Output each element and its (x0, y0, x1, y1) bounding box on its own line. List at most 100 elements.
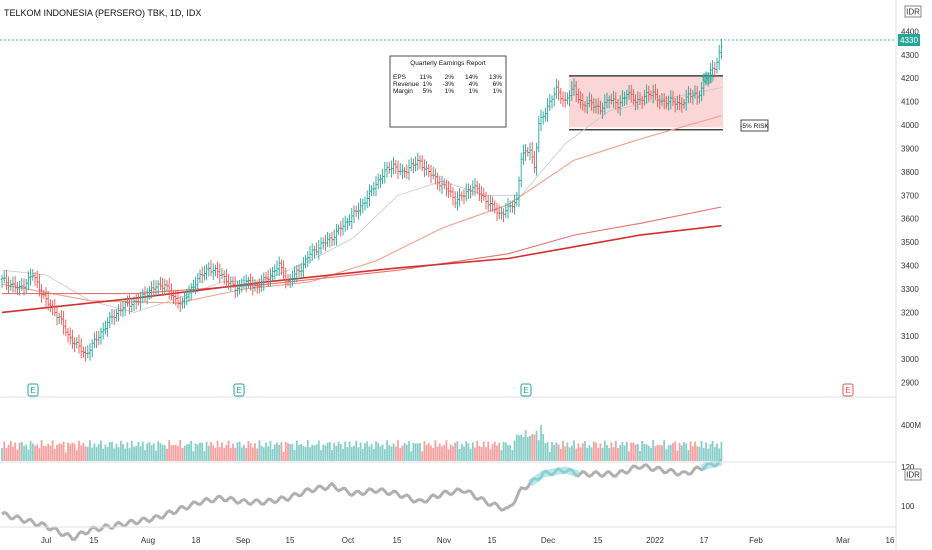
volume-bar (221, 442, 223, 461)
time-tick-label: Mar (836, 536, 850, 545)
volume-bar (454, 442, 457, 461)
volume-bar (58, 443, 61, 461)
volume-bar (84, 446, 87, 461)
earnings-cell: 4% (469, 81, 479, 88)
earnings-marker (520, 383, 532, 397)
volume-bar (166, 449, 168, 461)
volume-bar (419, 443, 421, 461)
volume-bar (51, 440, 54, 461)
volume-bar (647, 445, 650, 461)
earnings-marker-label: E (845, 386, 850, 395)
volume-bar (392, 443, 395, 461)
volume-bar (86, 446, 89, 461)
volume-bar (324, 445, 327, 461)
volume-bar (617, 447, 619, 461)
volume-bar (260, 445, 263, 461)
volume-bar (361, 449, 364, 461)
volume-bar (117, 447, 120, 461)
volume-bar (302, 445, 305, 461)
volume-bar (592, 441, 595, 461)
volume-bar (427, 443, 430, 461)
currency-badge (904, 5, 922, 18)
volume-bar (339, 444, 342, 461)
volume-bar (705, 442, 707, 461)
time-axis[interactable]: Jul 15 Aug 18 Sep 15 Oct 15 Nov 15 Dec 15 2022 17 Feb M… (41, 536, 895, 545)
volume-bar (194, 443, 197, 461)
volume-bar (421, 451, 424, 461)
volume-bar (603, 440, 606, 461)
volume-bar (469, 448, 472, 461)
volume-bar (566, 442, 569, 461)
volume-bar (177, 446, 179, 461)
volume-bar (238, 441, 241, 461)
volume-bar (229, 447, 232, 461)
volume-bar (49, 445, 52, 461)
time-tick-label: 15 (488, 536, 497, 545)
volume-bar (100, 440, 102, 461)
chart-title: TELKOM INDONESIA (PERSERO) TBK, 1D, IDX (4, 8, 201, 18)
volume-bar (397, 440, 399, 461)
volume-bar (595, 442, 597, 461)
price-tick-label: 4300 (901, 51, 919, 60)
volume-bar (315, 444, 318, 461)
volume-bar (531, 434, 534, 461)
volume-bar (590, 447, 593, 461)
volume-bar (119, 440, 122, 461)
rs-line (1, 458, 723, 541)
earnings-cell: 1% (423, 81, 433, 88)
volume-bar (60, 443, 63, 461)
volume-bar (696, 446, 699, 461)
earnings-table-title: Quarterly Earnings Report (410, 60, 486, 67)
time-tick-label: Nov (437, 536, 451, 545)
volume-bar (698, 446, 701, 461)
volume-bar (45, 446, 47, 461)
price-tick-label: 3000 (901, 355, 919, 364)
volume-bar (700, 440, 703, 461)
volume-bar (126, 442, 129, 461)
volume-bar (269, 440, 272, 461)
volume-bar (608, 448, 611, 461)
volume-bar (489, 449, 492, 461)
volume-bar (3, 441, 6, 461)
price-candles (0, 38, 723, 362)
volume-bar (667, 445, 670, 461)
volume-bar (535, 430, 538, 461)
volume-bar (333, 442, 336, 461)
moving-average-line (1, 224, 722, 314)
price-axis[interactable]: 2900 3000 3100 3200 3300 3400 3500 3600 3700 3800… (901, 27, 921, 511)
volume-bar (355, 440, 358, 461)
volume-bar (348, 441, 351, 461)
volume-bar (214, 447, 217, 461)
time-tick-label: 15 (594, 536, 603, 545)
risk-label-box: -5% RISK (740, 119, 769, 132)
price-tick-label: 2900 (901, 379, 919, 388)
risk-label: -5% RISK (740, 123, 769, 130)
volume-bar (331, 450, 333, 461)
volume-bar (18, 442, 21, 461)
indicator-badge (904, 468, 922, 481)
price-tick-label: 3700 (901, 191, 919, 200)
volume-bar (150, 445, 153, 461)
volume-bar (181, 448, 184, 461)
volume-bar (247, 440, 250, 461)
volume-bar (218, 447, 221, 461)
volume-bar (511, 450, 514, 461)
earnings-marker (842, 383, 854, 397)
volume-bar (278, 444, 281, 461)
volume-bar (122, 444, 124, 461)
rs-new-high-highlight (527, 466, 580, 487)
volume-bar (227, 440, 230, 461)
volume-bar (452, 446, 454, 461)
volume-bar (75, 450, 78, 461)
volume-bar (265, 442, 267, 461)
volume-bar (601, 447, 604, 461)
volume-bar (234, 447, 237, 461)
volume-bar (141, 441, 144, 461)
volume-bar (606, 444, 608, 461)
volume-bar (135, 446, 138, 461)
volume-bar (551, 442, 553, 461)
volume-bar (379, 446, 382, 461)
volume-bar (720, 441, 723, 461)
volume-bar (146, 443, 149, 461)
